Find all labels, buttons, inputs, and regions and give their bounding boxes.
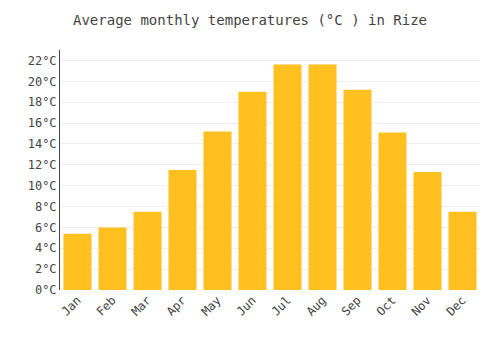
svg-text:18°C: 18°C <box>28 95 57 109</box>
svg-text:10°C: 10°C <box>28 179 57 193</box>
svg-text:2°C: 2°C <box>35 262 57 276</box>
svg-text:Jul: Jul <box>269 293 294 318</box>
svg-text:May: May <box>199 293 224 318</box>
svg-text:12°C: 12°C <box>28 158 57 172</box>
svg-text:Oct: Oct <box>374 293 399 318</box>
svg-text:Jan: Jan <box>59 293 84 318</box>
svg-text:8°C: 8°C <box>35 200 57 214</box>
svg-text:20°C: 20°C <box>28 75 57 89</box>
svg-text:14°C: 14°C <box>28 137 57 151</box>
svg-text:Nov: Nov <box>409 293 434 318</box>
svg-text:Sep: Sep <box>339 293 364 318</box>
svg-text:Average monthly temperatures (: Average monthly temperatures (°C ) in Ri… <box>73 12 427 28</box>
svg-text:6°C: 6°C <box>35 221 57 235</box>
svg-text:0°C: 0°C <box>35 283 57 297</box>
svg-text:16°C: 16°C <box>28 116 57 130</box>
svg-text:Feb: Feb <box>94 293 119 318</box>
svg-text:4°C: 4°C <box>35 241 57 255</box>
svg-text:Mar: Mar <box>129 293 154 318</box>
svg-text:Dec: Dec <box>444 293 469 318</box>
svg-text:Apr: Apr <box>164 293 189 318</box>
svg-text:Aug: Aug <box>304 293 329 318</box>
svg-text:Jun: Jun <box>234 293 259 318</box>
svg-text:22°C: 22°C <box>28 54 57 68</box>
